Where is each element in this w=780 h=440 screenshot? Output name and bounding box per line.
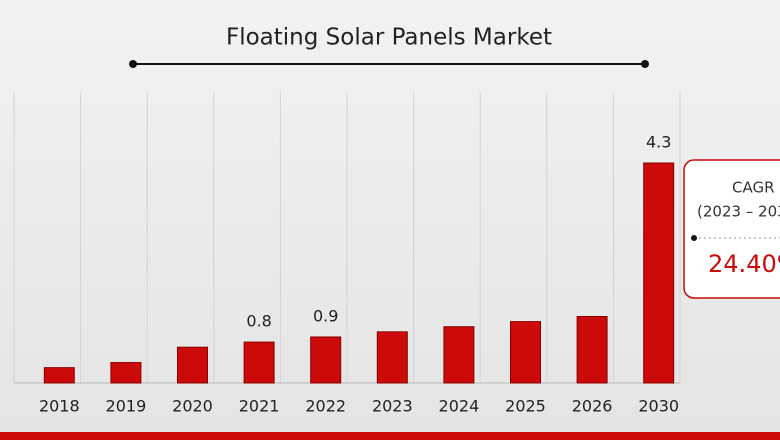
cagr-label: CAGR	[732, 179, 775, 197]
x-tick-label: 2023	[372, 397, 413, 416]
value-label: 4.3	[646, 133, 671, 152]
value-label: 0.9	[313, 306, 338, 325]
cagr-divider-dot	[691, 235, 697, 241]
value-label: 0.8	[246, 312, 271, 331]
title-rule-dot	[641, 60, 649, 68]
bar	[510, 321, 541, 384]
cagr-period: (2023 – 2032)	[697, 203, 780, 221]
x-tick-label: 2020	[172, 397, 213, 416]
x-tick-label: 2025	[505, 397, 546, 416]
x-tick-label: 2018	[39, 397, 80, 416]
cagr-value: 24.40%	[708, 250, 780, 278]
x-tick-label: 2030	[638, 397, 679, 416]
plot: 2018 2019 2020 2021 0.8 2022 0.9 2023 2024 2025 20…	[13, 92, 681, 416]
cagr-box: CAGR (2023 – 2032) 24.40%	[683, 159, 780, 299]
x-tick-label: 2019	[106, 397, 147, 416]
footer-strip	[0, 432, 780, 440]
bar	[177, 346, 208, 384]
bar	[376, 331, 408, 384]
bar	[243, 341, 275, 384]
x-tick-label: 2021	[239, 397, 280, 416]
chart-title: Floating Solar Panels Market	[226, 25, 552, 51]
x-tick-label: 2022	[305, 397, 346, 416]
bar	[310, 336, 342, 384]
bar	[443, 326, 475, 384]
title-rule-dot	[129, 60, 137, 68]
bar	[110, 362, 142, 384]
x-tick-label: 2024	[439, 397, 480, 416]
x-tick-label: 2026	[572, 397, 613, 416]
bar	[43, 367, 75, 384]
cagr-panel	[683, 159, 780, 299]
bar	[643, 162, 675, 384]
bar	[576, 315, 608, 384]
